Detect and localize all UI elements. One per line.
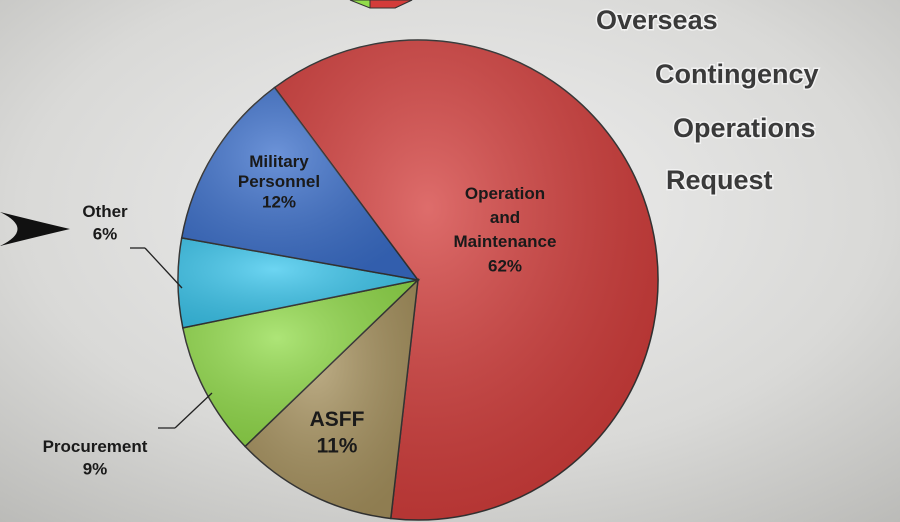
value-label: 12% (262, 192, 296, 211)
slice-label: Military Personnel (238, 152, 320, 191)
label-line: Maintenance (454, 232, 557, 251)
slice-label: Procurement (43, 437, 148, 456)
value-label: 11% (317, 435, 358, 458)
slice-label: Other (82, 202, 128, 221)
label-line: ASFF (310, 408, 365, 431)
label-line: Other (82, 202, 128, 221)
leader-line (174, 392, 213, 429)
value-label: 6% (93, 224, 118, 243)
value-label: 9% (83, 459, 108, 478)
title-line: Request (666, 165, 773, 195)
value-label: 62% (488, 256, 522, 275)
slice-label: Operation and Maintenance (454, 184, 557, 251)
label-line: Military (249, 152, 309, 171)
label-line: Operation (465, 184, 545, 203)
slice-label: ASFF (310, 408, 365, 431)
decor-arrow (0, 212, 70, 246)
label-line: Personnel (238, 172, 320, 191)
title-line: Operations (673, 113, 816, 143)
leader-line (144, 247, 183, 289)
decor-pie-fragment (369, 0, 413, 9)
chart-title: Overseas Contingency Operations Request (596, 5, 819, 195)
title-line: Overseas (596, 5, 718, 35)
label-line: Procurement (43, 437, 148, 456)
label-line: and (490, 208, 520, 227)
title-line: Contingency (655, 59, 819, 89)
